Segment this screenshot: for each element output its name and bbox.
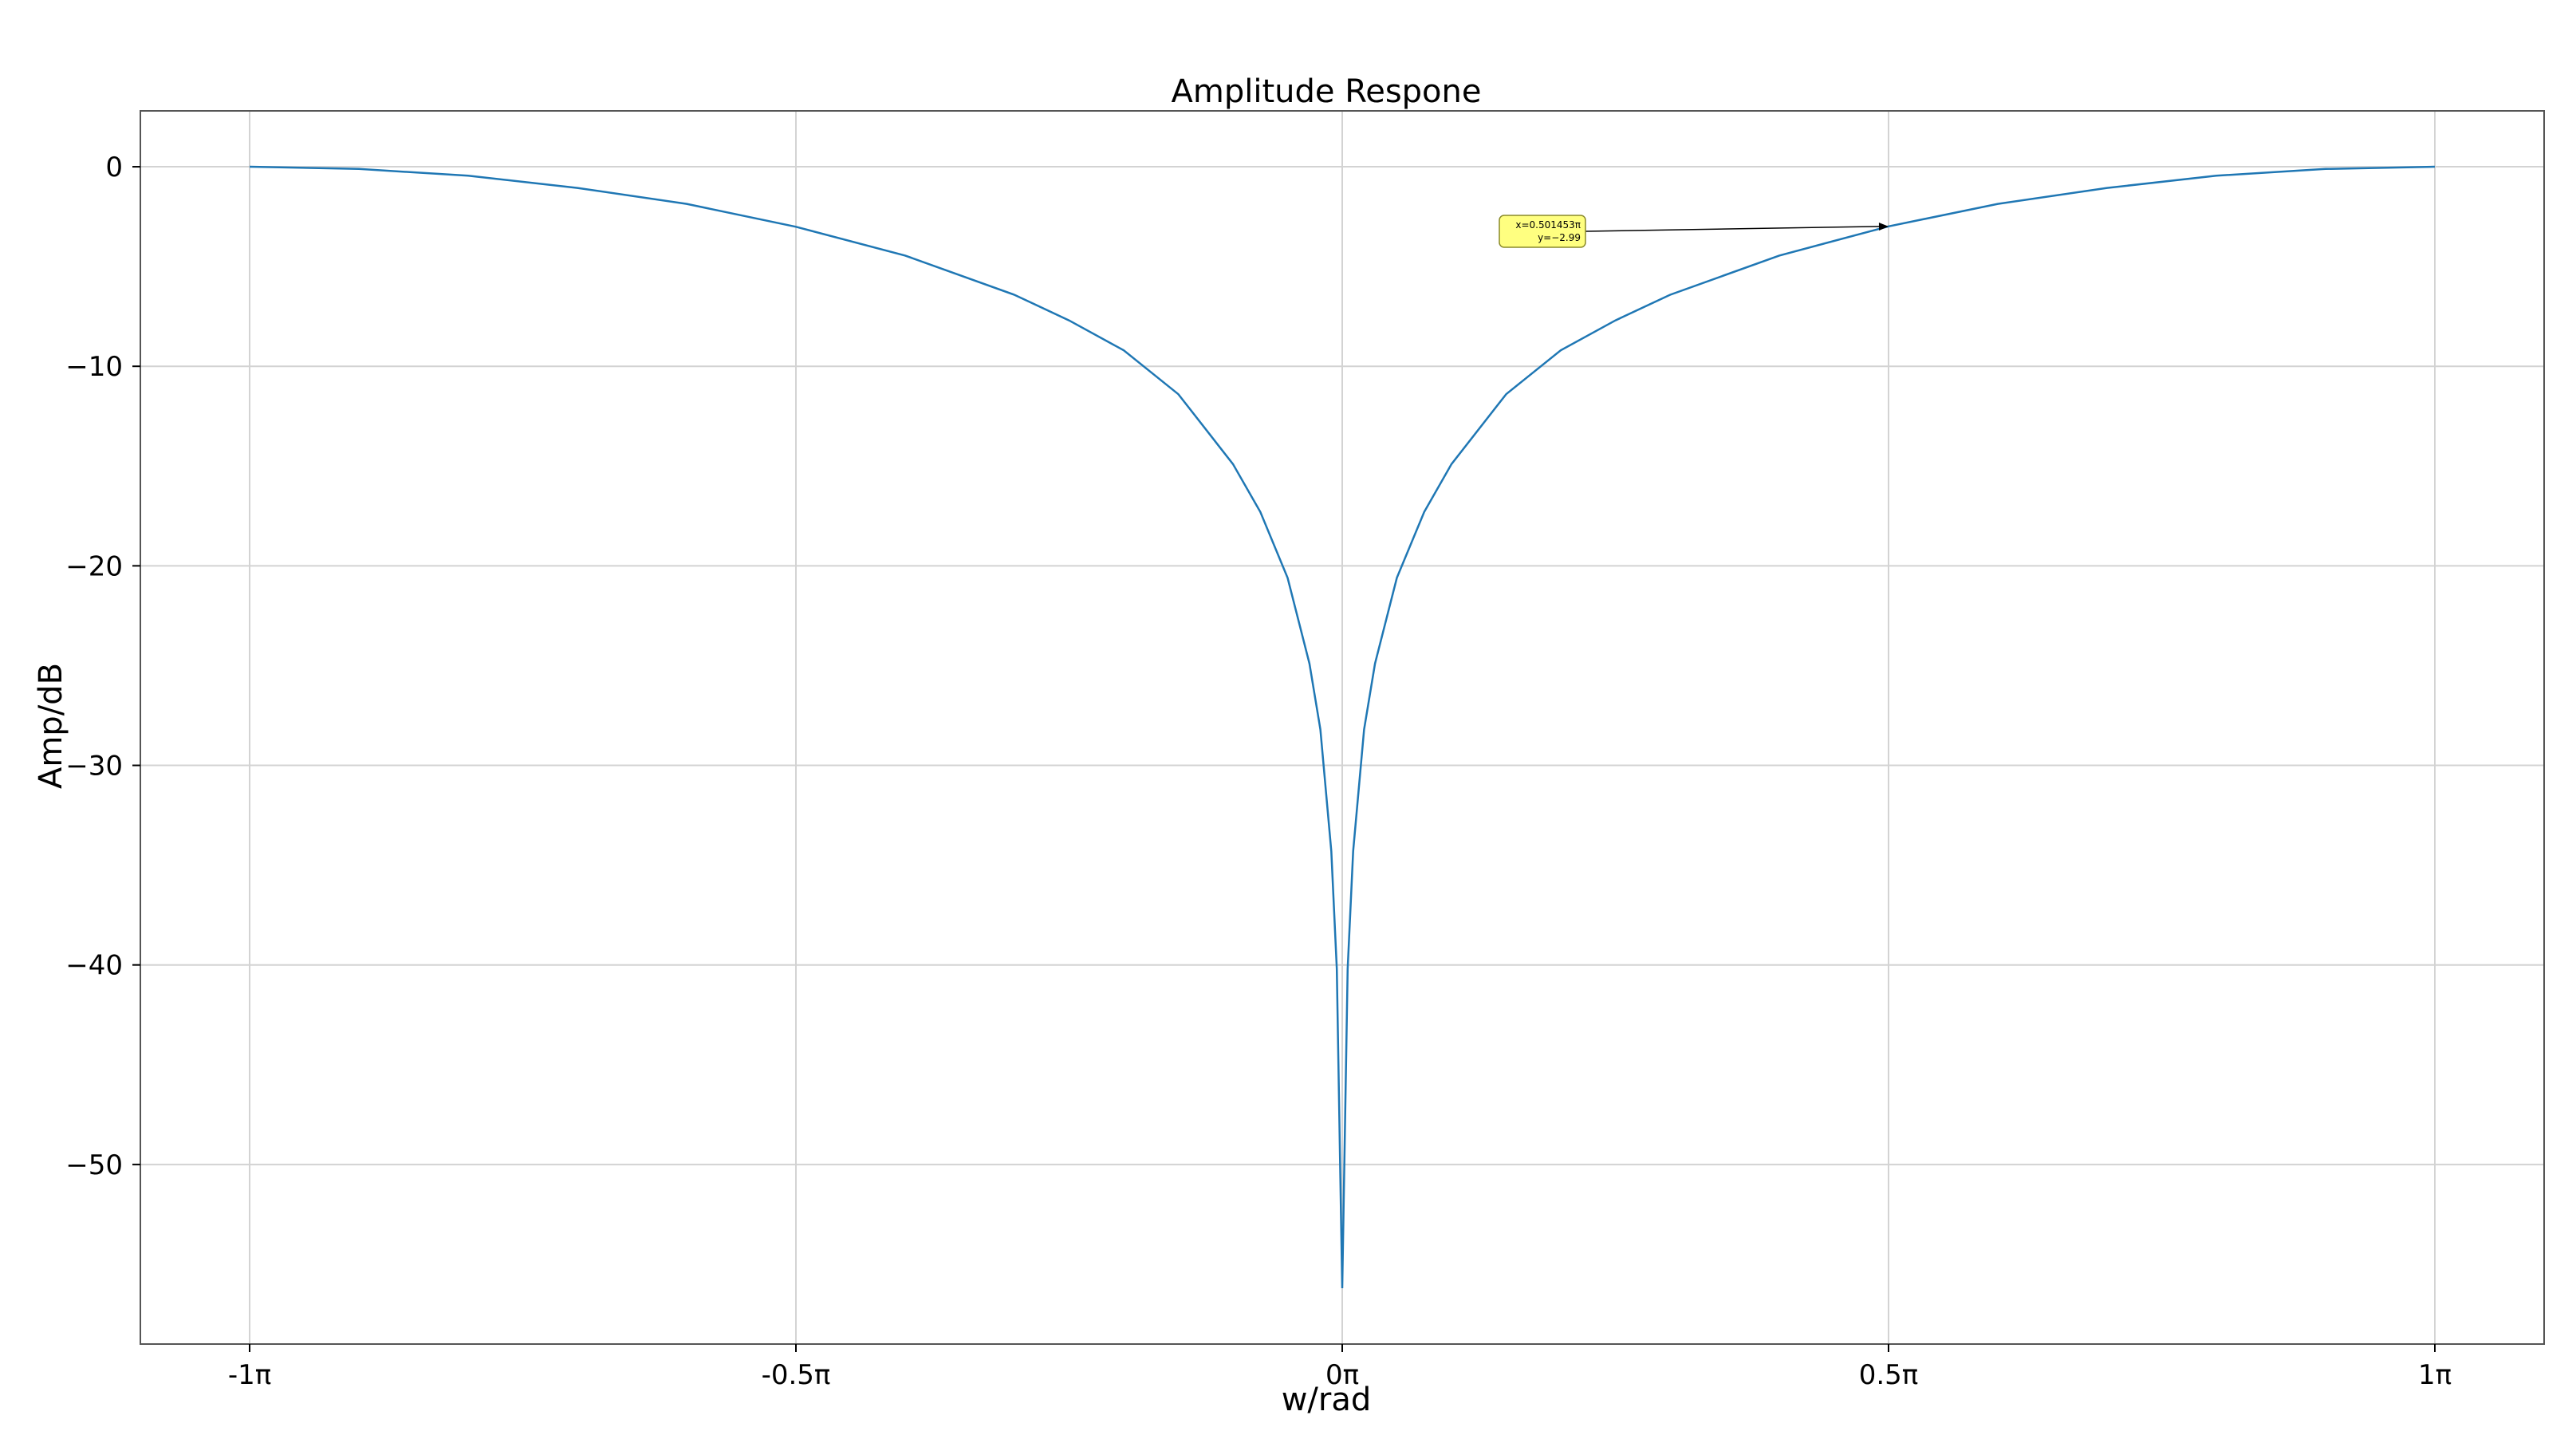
y-tick-label: −10 — [65, 351, 123, 383]
x-tick-label: 0π — [1325, 1359, 1359, 1391]
x-tick-label: -0.5π — [762, 1359, 831, 1391]
annotation-box — [1499, 215, 1586, 248]
annotation-arrowhead — [1878, 223, 1889, 231]
series-layer — [249, 165, 2436, 1289]
x-tick-label: 1π — [2418, 1359, 2452, 1391]
x-axis-label: w/rad — [1282, 1382, 1372, 1418]
x-tick-label: -1π — [228, 1359, 271, 1391]
y-tick-label: −50 — [65, 1149, 123, 1181]
annotation-y-value: y=−2.99 — [1538, 232, 1581, 243]
y-tick-label: −40 — [65, 950, 123, 982]
grid — [140, 111, 2544, 1344]
y-tick-label: −30 — [65, 751, 123, 783]
y-tick-label: 0 — [105, 152, 123, 183]
annotation-x-value: x=0.501453π — [1515, 219, 1581, 231]
chart-title: Amplitude Respone — [1172, 73, 1482, 110]
annotation-arrow — [1585, 226, 1881, 232]
annotation: x=0.501453π y=−2.99 — [1499, 215, 1889, 248]
y-tick-label: −20 — [65, 550, 123, 582]
ticks: -1π -0.5π 0π 0.5π 1π 0 −10 −20 −30 −40 −50 — [65, 152, 2452, 1391]
x-tick-label: 0.5π — [1859, 1359, 1919, 1391]
y-axis-label: Amp/dB — [33, 663, 69, 789]
series-line — [249, 165, 2436, 1289]
